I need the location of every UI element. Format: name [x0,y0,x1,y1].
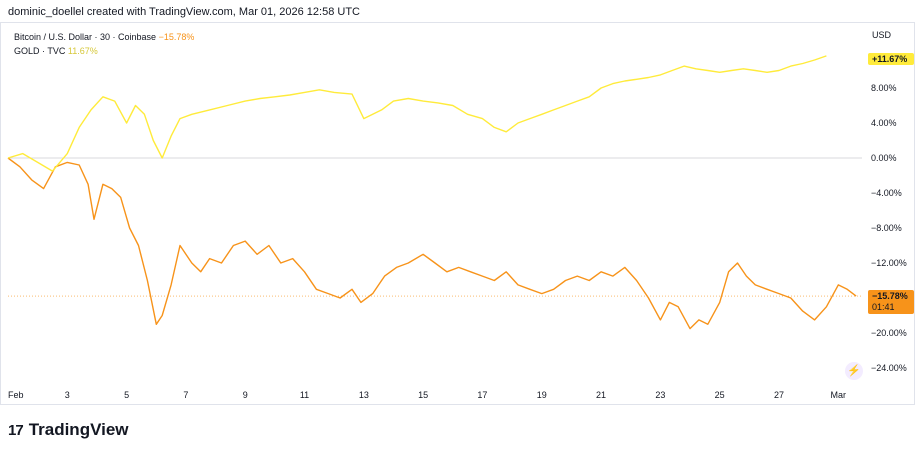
legend-row-gold[interactable]: GOLD · TVC 11.67% [14,44,194,58]
btc-price-tag: −15.78% 01:41 [868,290,914,314]
chart-panel [0,22,915,405]
x-tick-label: Mar [831,390,847,400]
x-axis: Feb 3 5 7 9 11 13 15 17 19 21 23 25 27 Mar [8,390,846,400]
series-line-btc[interactable] [7,157,857,330]
y-tick-label: −20.00% [871,328,907,338]
x-tick-label: 25 [715,390,725,400]
x-tick-label: 13 [359,390,369,400]
axis-unit-label[interactable]: USD [872,30,892,40]
x-tick-label: 23 [655,390,665,400]
tradingview-mark-icon: 17 [8,421,24,439]
chart-credit: dominic_doellel created with TradingView… [8,6,360,18]
x-tick-label: 27 [774,390,784,400]
brand-logo: 17 TradingView [8,420,129,440]
gold-price-tag: +11.67% [868,53,914,65]
x-tick-label: 5 [124,390,129,400]
x-tick-label: 9 [243,390,248,400]
x-tick-label: 19 [537,390,547,400]
legend-btc-symbol: Bitcoin / U.S. Dollar · 30 · Coinbase [14,32,157,42]
y-tick-label: 4.00% [871,118,897,128]
x-tick-label: 17 [477,390,487,400]
legend-gold-symbol: GOLD · TVC [14,46,66,56]
y-tick-label: 0.00% [871,153,897,163]
legend-btc-value: −15.78% [158,32,195,42]
x-tick-label: 21 [596,390,606,400]
x-tick-label: 3 [65,390,70,400]
y-tick-label: −8.00% [871,223,902,233]
x-tick-label: 7 [183,390,188,400]
gold-price-tag-value: +11.67% [872,54,908,64]
brand-name: TradingView [28,420,129,439]
series-line-gold[interactable] [7,55,827,172]
x-tick-label: 15 [418,390,428,400]
y-tick-label: −12.00% [871,258,907,268]
btc-price-tag-value: −15.78% [872,291,908,301]
y-tick-label: 8.00% [871,83,897,93]
legend: Bitcoin / U.S. Dollar · 30 · Coinbase −1… [14,30,194,58]
legend-row-btc[interactable]: Bitcoin / U.S. Dollar · 30 · Coinbase −1… [14,30,194,44]
x-tick-label: 11 [300,390,309,400]
btc-price-tag-timer: 01:41 [872,302,895,312]
legend-gold-value: 11.67% [67,46,98,56]
magic-icon[interactable]: ⚡ [845,362,863,380]
y-tick-label: −4.00% [871,188,902,198]
y-axis: 8.00% 4.00% 0.00% −4.00% −8.00% −12.00% −20.00… [871,83,907,373]
y-tick-label: −24.00% [871,363,907,373]
x-tick-label: Feb [8,390,24,400]
